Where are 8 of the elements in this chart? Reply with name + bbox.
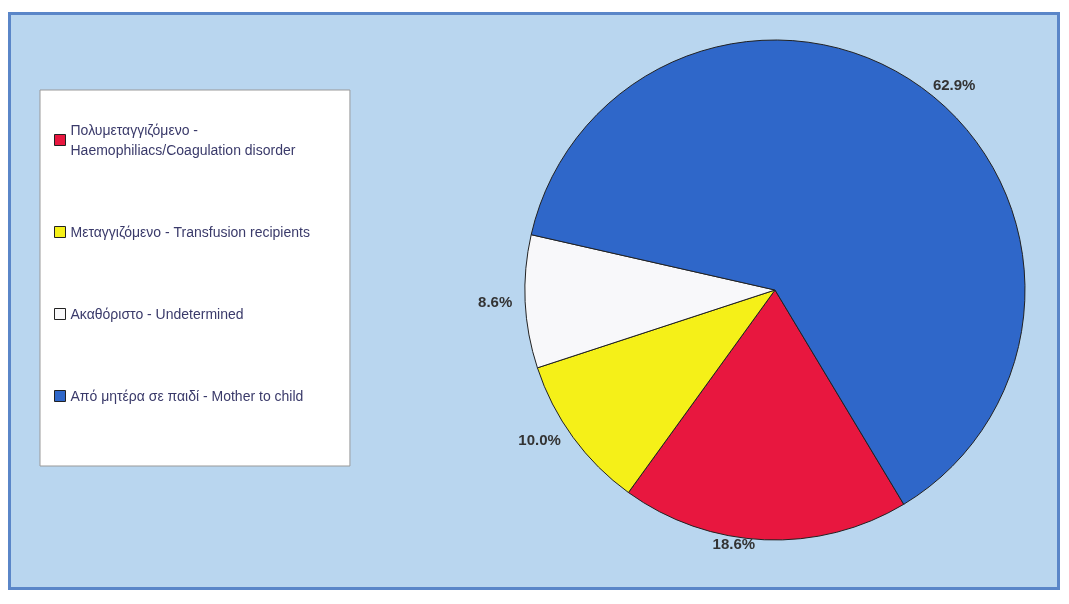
data-label: 18.6% xyxy=(712,535,756,553)
legend-label: Πολυμεταγγιζόμενο - Haemophiliacs/Coagulation disorder xyxy=(70,122,296,158)
legend-label: Από μητέρα σε παιδί - Mother to child xyxy=(70,388,304,404)
legend-label: Ακαθόριστο - Undetermined xyxy=(70,306,244,322)
legend-label: Μεταγγιζόμενο - Transfusion recipients xyxy=(70,224,310,240)
data-label: 10.0% xyxy=(518,431,561,449)
data-label: 8.6% xyxy=(478,293,513,311)
data-label: 62.9% xyxy=(932,75,976,93)
